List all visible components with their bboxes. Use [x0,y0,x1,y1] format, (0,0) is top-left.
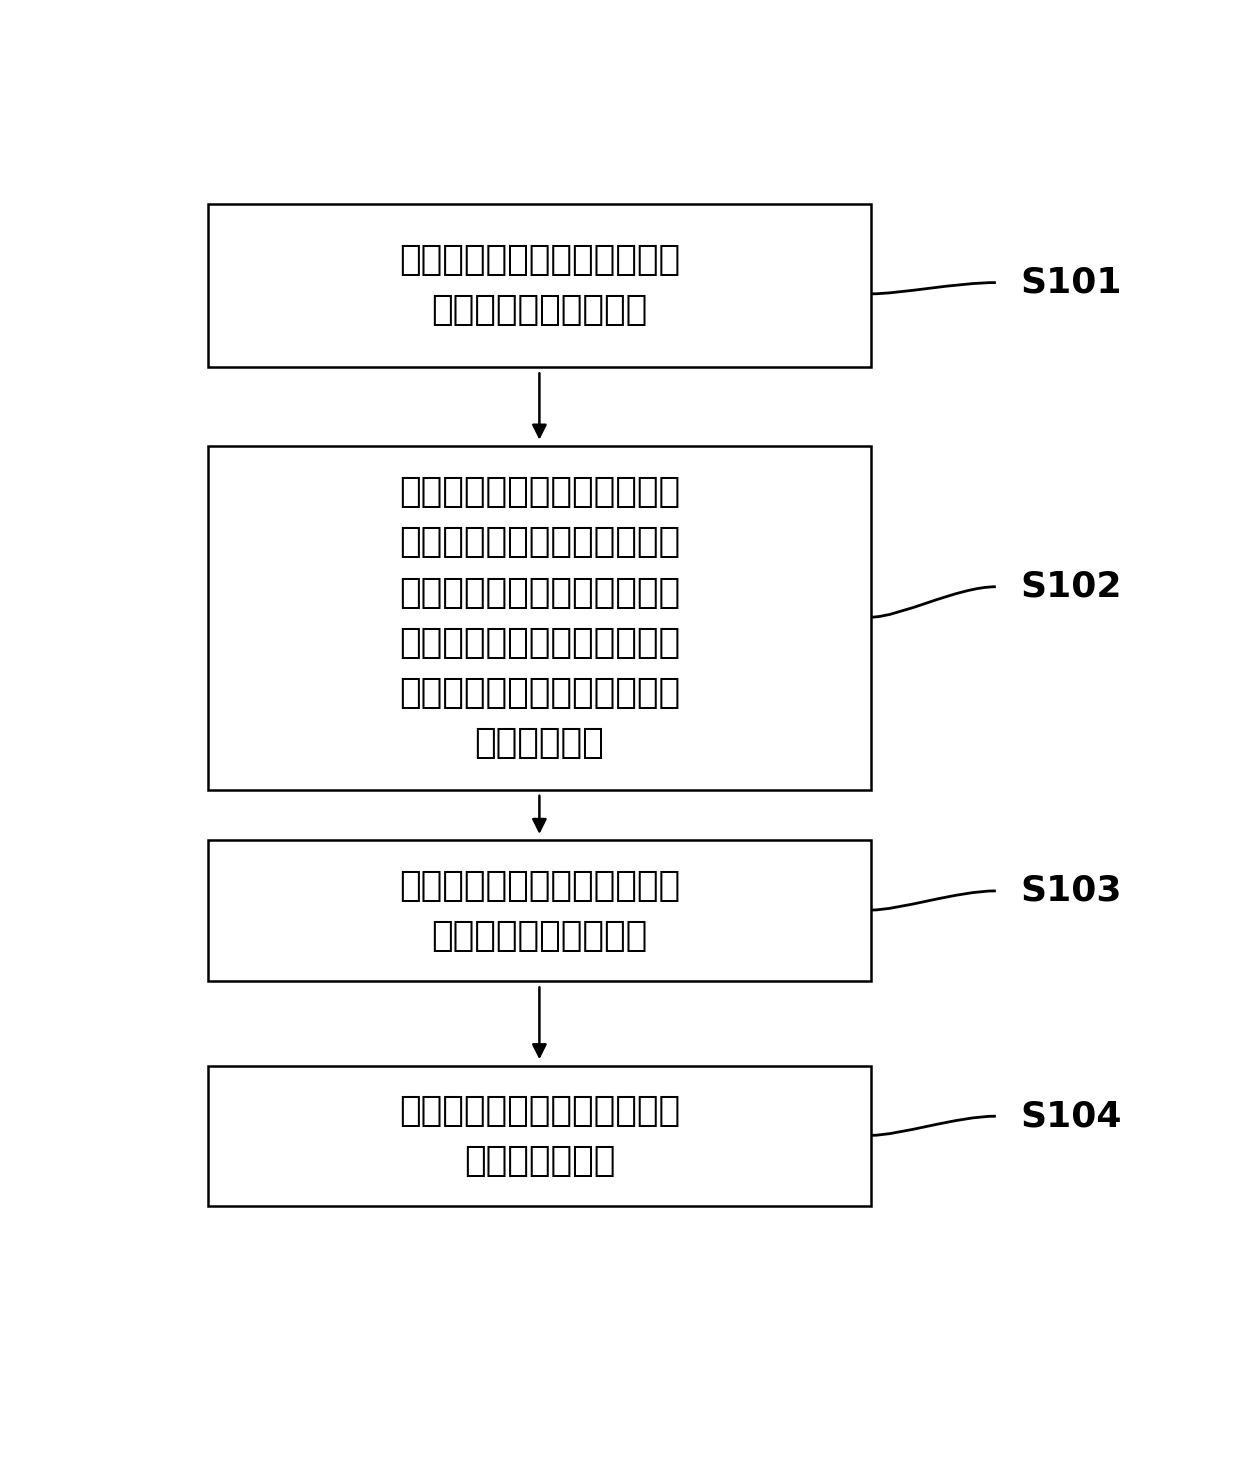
Bar [208,1065,870,1207]
Text: 读取回放文本，当回放文本不
为空时，解析回放文本: 读取回放文本，当回放文本不 为空时，解析回放文本 [399,869,680,952]
Text: S104: S104 [1019,1099,1121,1134]
Text: S101: S101 [1019,266,1121,300]
Text: S103: S103 [1019,873,1121,909]
Bar [208,203,870,367]
Bar [208,446,870,790]
Text: 下载服务器上与回放时间段对
应的站场文本，并保存至空文
本文件，形成回放文本，其中
，站场信息按照按时间顺序保
存在服务器上，并在服务器上
形成站场文本: 下载服务器上与回放时间段对 应的站场文本，并保存至空文 本文件，形成回放文本，其… [399,475,680,761]
Text: S102: S102 [1019,569,1121,604]
Text: 将解析后的结果在客户端的显
示界面进行回放: 将解析后的结果在客户端的显 示界面进行回放 [399,1094,680,1178]
Text: 根据用户选择的回放时间段，
生成相应的空文本文件: 根据用户选择的回放时间段， 生成相应的空文本文件 [399,243,680,328]
Bar [208,840,870,982]
